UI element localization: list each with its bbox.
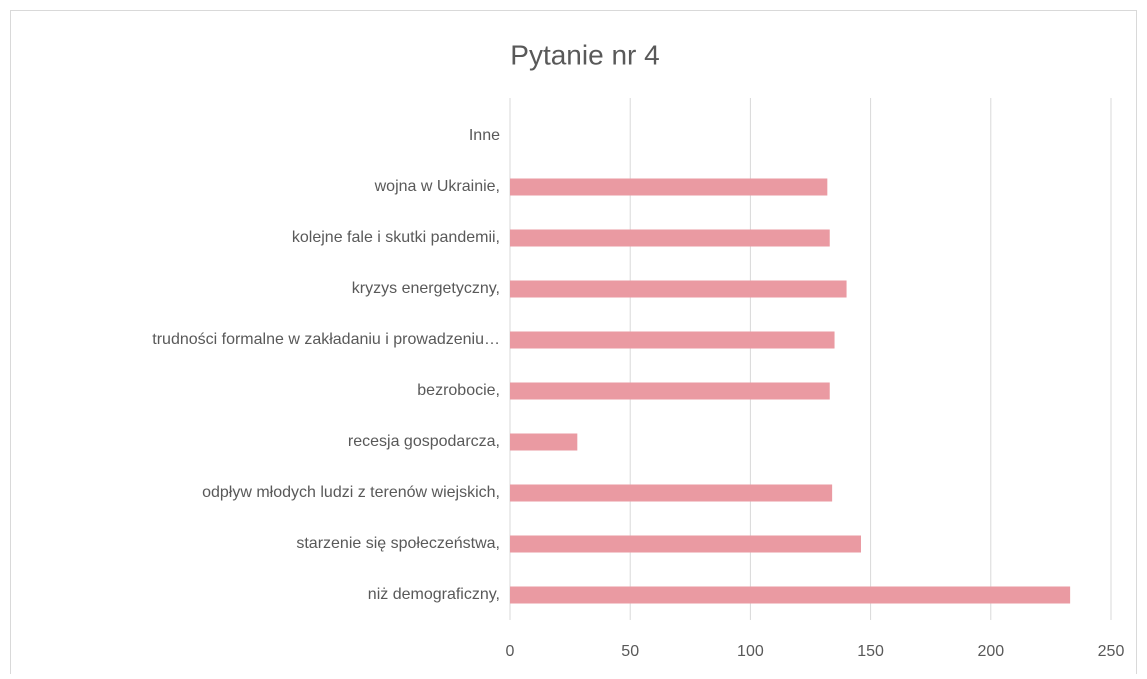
chart-title: Pytanie nr 4 xyxy=(510,39,659,70)
bar xyxy=(510,229,830,247)
x-tick-label: 100 xyxy=(737,643,764,660)
y-tick-label: wojna w Ukrainie, xyxy=(374,178,500,195)
y-tick-label: starzenie się społeczeństwa, xyxy=(296,535,500,552)
x-tick-label: 50 xyxy=(621,643,639,660)
x-tick-label: 200 xyxy=(977,643,1004,660)
x-tick-label: 0 xyxy=(506,643,515,660)
y-tick-label: trudności formalne w zakładaniu i prowad… xyxy=(152,331,500,348)
bar xyxy=(510,535,861,553)
y-tick-label: niż demograficzny, xyxy=(368,586,500,603)
bar xyxy=(510,433,578,451)
y-tick-label: bezrobocie, xyxy=(417,382,500,399)
y-tick-label: kolejne fale i skutki pandemii, xyxy=(292,229,500,246)
y-tick-label: kryzys energetyczny, xyxy=(352,280,500,297)
x-tick-label: 250 xyxy=(1098,643,1125,660)
bar xyxy=(510,280,847,298)
chart-border xyxy=(10,10,1137,679)
y-tick-label: recesja gospodarcza, xyxy=(348,433,500,450)
bar xyxy=(510,382,830,400)
y-tick-label: Inne xyxy=(469,127,500,144)
x-tick-label: 150 xyxy=(857,643,884,660)
bar xyxy=(510,586,1071,604)
y-tick-label: odpływ młodych ludzi z terenów wiejskich… xyxy=(202,484,500,501)
bar xyxy=(510,178,828,196)
bar xyxy=(510,331,835,349)
bar xyxy=(510,484,833,502)
